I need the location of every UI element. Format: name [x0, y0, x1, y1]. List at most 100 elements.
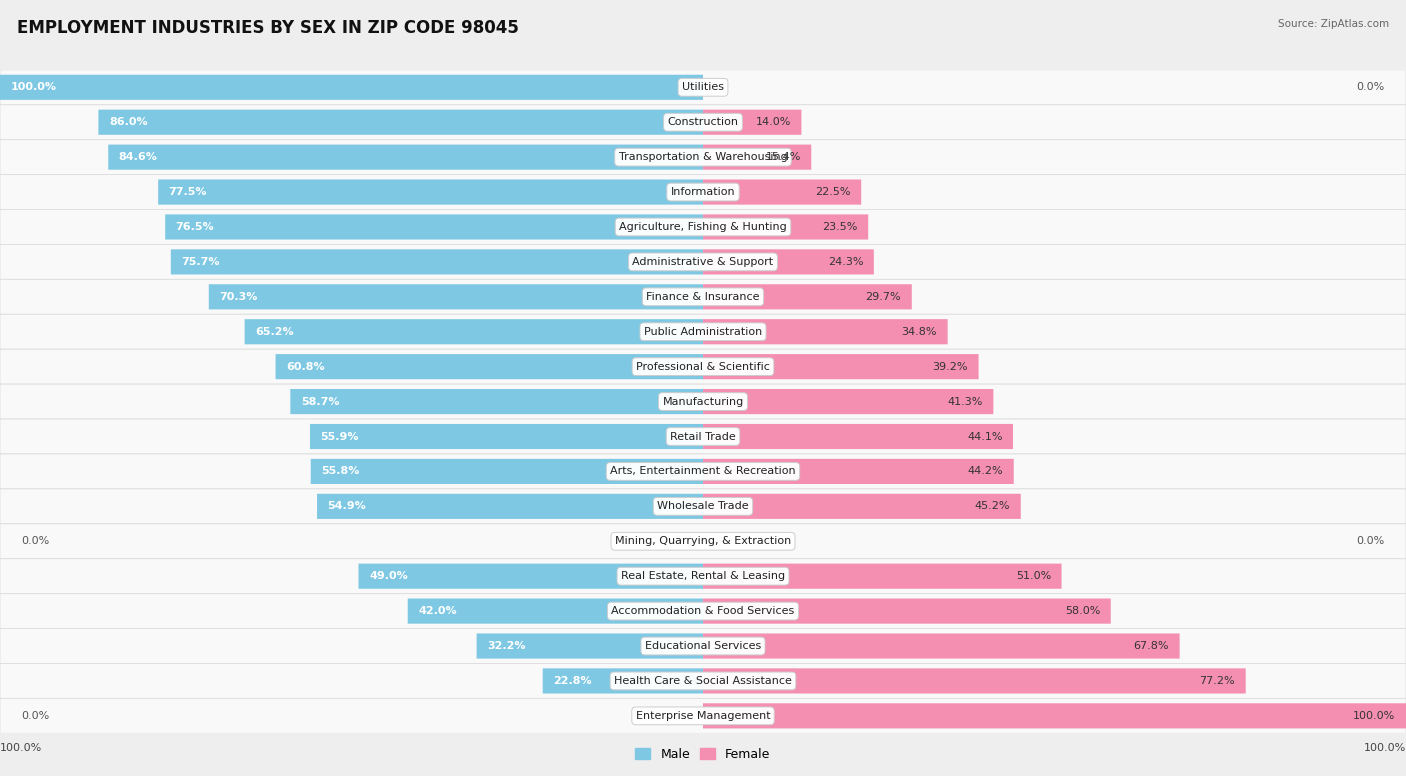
- FancyBboxPatch shape: [0, 70, 1406, 105]
- FancyBboxPatch shape: [543, 668, 703, 694]
- Text: Manufacturing: Manufacturing: [662, 397, 744, 407]
- FancyBboxPatch shape: [703, 144, 811, 170]
- FancyBboxPatch shape: [0, 559, 1406, 594]
- Text: Source: ZipAtlas.com: Source: ZipAtlas.com: [1278, 19, 1389, 29]
- Text: Real Estate, Rental & Leasing: Real Estate, Rental & Leasing: [621, 571, 785, 581]
- FancyBboxPatch shape: [165, 214, 703, 240]
- Text: 0.0%: 0.0%: [1357, 82, 1385, 92]
- Text: Finance & Insurance: Finance & Insurance: [647, 292, 759, 302]
- FancyBboxPatch shape: [703, 109, 801, 135]
- Text: 45.2%: 45.2%: [974, 501, 1010, 511]
- Text: 34.8%: 34.8%: [901, 327, 936, 337]
- Text: Wholesale Trade: Wholesale Trade: [657, 501, 749, 511]
- FancyBboxPatch shape: [157, 179, 703, 205]
- FancyBboxPatch shape: [359, 563, 703, 589]
- FancyBboxPatch shape: [0, 419, 1406, 454]
- Text: 58.0%: 58.0%: [1064, 606, 1099, 616]
- Text: 24.3%: 24.3%: [828, 257, 863, 267]
- FancyBboxPatch shape: [0, 175, 1406, 210]
- FancyBboxPatch shape: [0, 524, 1406, 559]
- FancyBboxPatch shape: [703, 494, 1021, 519]
- Text: Retail Trade: Retail Trade: [671, 431, 735, 442]
- FancyBboxPatch shape: [0, 140, 1406, 175]
- FancyBboxPatch shape: [0, 384, 1406, 419]
- Text: Utilities: Utilities: [682, 82, 724, 92]
- FancyBboxPatch shape: [703, 703, 1406, 729]
- FancyBboxPatch shape: [0, 74, 703, 100]
- Text: Administrative & Support: Administrative & Support: [633, 257, 773, 267]
- FancyBboxPatch shape: [98, 109, 703, 135]
- FancyBboxPatch shape: [0, 489, 1406, 524]
- FancyBboxPatch shape: [703, 249, 873, 275]
- FancyBboxPatch shape: [703, 284, 911, 310]
- Text: 84.6%: 84.6%: [120, 152, 157, 162]
- FancyBboxPatch shape: [0, 244, 1406, 279]
- Text: Construction: Construction: [668, 117, 738, 127]
- Text: 0.0%: 0.0%: [1357, 536, 1385, 546]
- FancyBboxPatch shape: [245, 319, 703, 345]
- Text: Health Care & Social Assistance: Health Care & Social Assistance: [614, 676, 792, 686]
- FancyBboxPatch shape: [318, 494, 703, 519]
- FancyBboxPatch shape: [0, 454, 1406, 489]
- Text: EMPLOYMENT INDUSTRIES BY SEX IN ZIP CODE 98045: EMPLOYMENT INDUSTRIES BY SEX IN ZIP CODE…: [17, 19, 519, 37]
- Text: 41.3%: 41.3%: [948, 397, 983, 407]
- FancyBboxPatch shape: [276, 354, 703, 379]
- FancyBboxPatch shape: [408, 598, 703, 624]
- Text: 32.2%: 32.2%: [486, 641, 526, 651]
- FancyBboxPatch shape: [0, 594, 1406, 629]
- Text: 77.5%: 77.5%: [169, 187, 207, 197]
- FancyBboxPatch shape: [290, 389, 703, 414]
- FancyBboxPatch shape: [703, 389, 993, 414]
- Text: 23.5%: 23.5%: [823, 222, 858, 232]
- Text: 22.8%: 22.8%: [554, 676, 592, 686]
- Text: 42.0%: 42.0%: [419, 606, 457, 616]
- FancyBboxPatch shape: [703, 598, 1111, 624]
- Text: 58.7%: 58.7%: [301, 397, 339, 407]
- Text: 100.0%: 100.0%: [1364, 743, 1406, 753]
- Text: 55.8%: 55.8%: [321, 466, 360, 476]
- Text: Information: Information: [671, 187, 735, 197]
- Text: 65.2%: 65.2%: [256, 327, 294, 337]
- Text: 22.5%: 22.5%: [815, 187, 851, 197]
- Text: Transportation & Warehousing: Transportation & Warehousing: [619, 152, 787, 162]
- FancyBboxPatch shape: [0, 698, 1406, 733]
- FancyBboxPatch shape: [108, 144, 703, 170]
- FancyBboxPatch shape: [0, 349, 1406, 384]
- Text: Professional & Scientific: Professional & Scientific: [636, 362, 770, 372]
- FancyBboxPatch shape: [0, 105, 1406, 140]
- Text: Arts, Entertainment & Recreation: Arts, Entertainment & Recreation: [610, 466, 796, 476]
- FancyBboxPatch shape: [309, 424, 703, 449]
- Text: 0.0%: 0.0%: [21, 711, 49, 721]
- Text: Enterprise Management: Enterprise Management: [636, 711, 770, 721]
- FancyBboxPatch shape: [208, 284, 703, 310]
- FancyBboxPatch shape: [170, 249, 703, 275]
- FancyBboxPatch shape: [311, 459, 703, 484]
- FancyBboxPatch shape: [0, 279, 1406, 314]
- FancyBboxPatch shape: [703, 354, 979, 379]
- Text: 14.0%: 14.0%: [755, 117, 790, 127]
- Text: 55.9%: 55.9%: [321, 431, 359, 442]
- Text: Accommodation & Food Services: Accommodation & Food Services: [612, 606, 794, 616]
- FancyBboxPatch shape: [0, 663, 1406, 698]
- Text: 29.7%: 29.7%: [866, 292, 901, 302]
- Text: 51.0%: 51.0%: [1015, 571, 1052, 581]
- FancyBboxPatch shape: [703, 633, 1180, 659]
- Text: 0.0%: 0.0%: [21, 536, 49, 546]
- FancyBboxPatch shape: [0, 210, 1406, 244]
- Text: 44.2%: 44.2%: [967, 466, 1004, 476]
- Text: 77.2%: 77.2%: [1199, 676, 1236, 686]
- Text: 15.4%: 15.4%: [765, 152, 801, 162]
- Text: 100.0%: 100.0%: [0, 743, 42, 753]
- Text: 100.0%: 100.0%: [10, 82, 56, 92]
- Text: 75.7%: 75.7%: [181, 257, 219, 267]
- Text: 67.8%: 67.8%: [1133, 641, 1170, 651]
- Text: 86.0%: 86.0%: [110, 117, 148, 127]
- Text: 100.0%: 100.0%: [1353, 711, 1395, 721]
- Text: 49.0%: 49.0%: [368, 571, 408, 581]
- Text: Mining, Quarrying, & Extraction: Mining, Quarrying, & Extraction: [614, 536, 792, 546]
- Text: 60.8%: 60.8%: [287, 362, 325, 372]
- FancyBboxPatch shape: [703, 319, 948, 345]
- Text: 76.5%: 76.5%: [176, 222, 214, 232]
- Legend: Male, Female: Male, Female: [630, 743, 776, 766]
- FancyBboxPatch shape: [703, 424, 1012, 449]
